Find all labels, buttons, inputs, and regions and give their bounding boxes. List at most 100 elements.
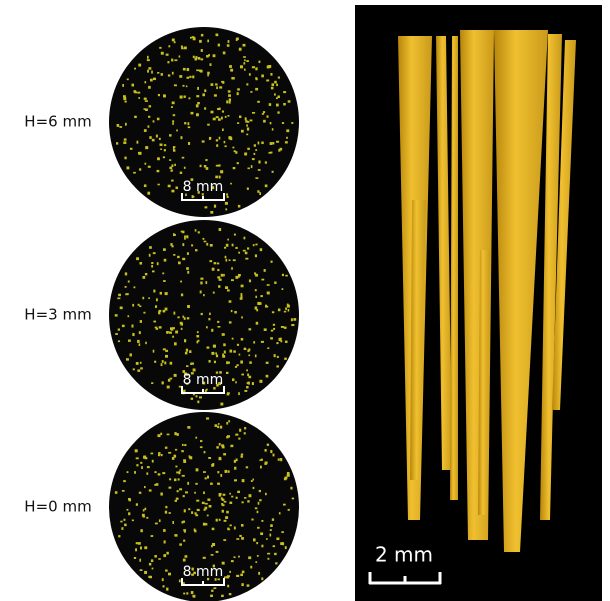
fiber-dot xyxy=(164,540,166,543)
fiber-dot xyxy=(247,128,249,131)
fiber-dot xyxy=(163,554,166,557)
fiber-dot xyxy=(231,496,233,498)
fiber-dot xyxy=(241,295,243,298)
fiber-dot xyxy=(134,68,136,70)
fiber-dot xyxy=(256,542,258,544)
fiber-dot xyxy=(225,145,227,147)
fiber-dot xyxy=(197,87,199,90)
fiber-dot xyxy=(228,362,230,364)
fiber-dot xyxy=(168,74,170,76)
fiber-dot xyxy=(272,128,274,130)
fiber-dot xyxy=(265,462,268,464)
fiber-dot xyxy=(283,91,286,93)
fiber-dot xyxy=(255,254,257,257)
fiber-dot xyxy=(146,517,148,519)
fiber-dot xyxy=(158,558,161,560)
fiber-dot xyxy=(259,61,261,63)
fiber-dot xyxy=(272,311,274,313)
fiber-dot xyxy=(162,578,164,581)
fiber-dot xyxy=(200,278,203,280)
fiber-dot xyxy=(270,337,273,339)
fiber-dot xyxy=(152,460,154,463)
fiber-dot xyxy=(255,289,257,291)
fiber-dot xyxy=(255,507,258,509)
fiber-dot xyxy=(158,473,161,475)
fiber-dot xyxy=(205,477,207,479)
fiber-dot xyxy=(200,165,202,167)
fiber-dot xyxy=(140,462,142,464)
fiber-dot xyxy=(284,311,286,313)
fiber-dot xyxy=(191,363,194,365)
fiber-dot xyxy=(276,342,278,344)
fiber-dot xyxy=(234,234,236,236)
fiber-dot xyxy=(236,38,239,40)
fiber-dot xyxy=(254,144,256,146)
fiber-dot xyxy=(228,420,230,422)
fiber-dot xyxy=(176,187,178,190)
fiber-dot xyxy=(132,333,134,336)
fiber-dot xyxy=(216,34,219,37)
fiber-dot xyxy=(125,101,127,103)
fiber-dot xyxy=(232,244,234,247)
fiber-dot xyxy=(204,107,206,109)
fiber-dot xyxy=(125,123,127,126)
fiber-dot xyxy=(249,328,252,330)
fiber-dot xyxy=(207,515,209,517)
fiber-dot xyxy=(162,472,165,474)
fiber-dot xyxy=(240,574,243,576)
fiber-dot xyxy=(216,86,218,89)
fiber-dot xyxy=(211,83,214,86)
fiber-dot xyxy=(278,96,280,99)
fiber-dot xyxy=(151,71,153,74)
fiber-dot xyxy=(216,551,219,553)
fiber-dot xyxy=(123,480,126,482)
fiber-dot xyxy=(207,74,209,76)
fiber-dot xyxy=(234,479,237,481)
fiber-dot xyxy=(171,106,173,108)
fiber-dot xyxy=(247,350,249,353)
fiber-dot xyxy=(274,553,277,555)
fiber-dot xyxy=(275,562,277,564)
fiber-dot xyxy=(212,463,214,466)
fiber-dot xyxy=(291,122,293,124)
fiber-dot xyxy=(210,595,213,597)
fiber-dot xyxy=(120,521,122,523)
fiber-dot xyxy=(186,592,188,594)
fiber-dot xyxy=(217,321,219,323)
fiber-dot xyxy=(189,350,191,353)
fiber-dot xyxy=(258,572,260,575)
fiber-dot xyxy=(174,84,177,86)
fiber-dot xyxy=(255,296,257,298)
fiber-dot xyxy=(147,56,149,59)
fiber-dot xyxy=(211,352,214,355)
fiber-dot xyxy=(274,282,276,284)
fiber-dot xyxy=(215,83,217,85)
fiber-dot xyxy=(130,353,132,356)
fiber-dot xyxy=(137,141,139,144)
fiber-dot xyxy=(170,378,173,380)
fiber-dot xyxy=(175,449,177,451)
fiber-dot xyxy=(172,39,175,42)
fiber-dot xyxy=(219,279,222,281)
fiber-dot xyxy=(241,338,244,341)
fiber-dot xyxy=(175,500,177,502)
fiber-dot xyxy=(163,156,165,158)
fiber-dot xyxy=(216,116,219,118)
fiber-dot xyxy=(192,36,195,38)
fiber-dot xyxy=(145,342,147,344)
fiber-dot xyxy=(148,67,151,69)
fiber-dot xyxy=(124,519,126,521)
fiber-dot xyxy=(278,149,280,152)
fiber-dot xyxy=(177,316,179,318)
fiber-dot xyxy=(250,566,252,569)
fiber-dot xyxy=(282,542,284,545)
fiber-dot xyxy=(157,157,160,160)
fiber-dot xyxy=(265,305,267,308)
fiber-dot xyxy=(182,243,184,246)
fiber-dot xyxy=(281,326,284,328)
fiber-dot xyxy=(229,98,231,101)
fiber-dot xyxy=(167,386,170,389)
fiber-dot xyxy=(163,248,166,251)
fiber-dot xyxy=(223,343,226,346)
fiber-dot xyxy=(234,460,236,463)
